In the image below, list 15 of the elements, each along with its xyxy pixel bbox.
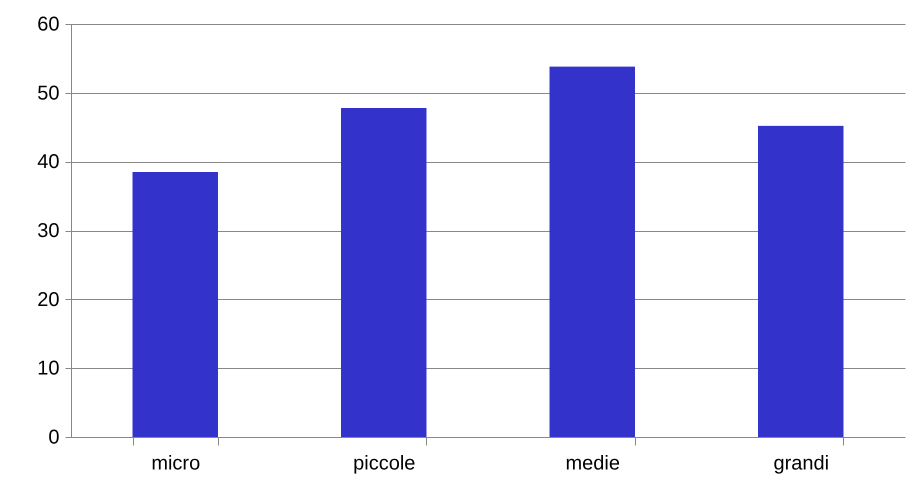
y-tick-label: 50: [37, 82, 60, 104]
y-tick-label: 10: [37, 358, 60, 380]
bar: [550, 66, 635, 437]
y-tick-label: 20: [37, 288, 60, 311]
x-tick-label: piccole: [353, 452, 416, 474]
bar: [132, 172, 218, 437]
y-tick-label: 60: [37, 14, 60, 36]
x-tick-label: grandi: [773, 452, 830, 474]
x-tick-label: micro: [151, 452, 200, 474]
y-tick-label: 30: [37, 220, 60, 242]
y-tick-label: 0: [48, 426, 60, 448]
y-tick-label: 40: [37, 151, 60, 174]
bar: [758, 126, 844, 437]
bar: [341, 108, 426, 437]
x-tick-label: medie: [566, 452, 620, 474]
